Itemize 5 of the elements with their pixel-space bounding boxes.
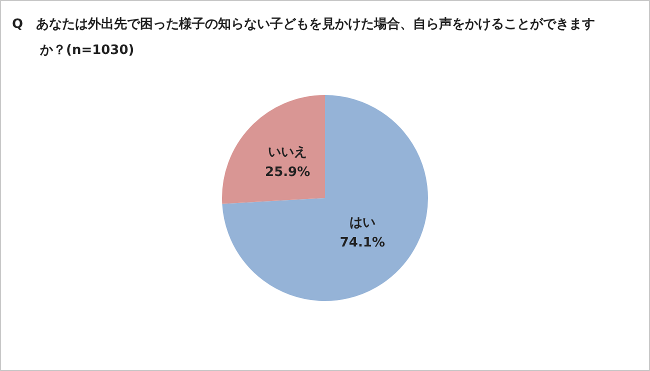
chart-title: Q あなたは外出先で困った様子の知らない子どもを見かけた場合、自ら声をかけることができますか？(n=1030) [12,16,596,60]
data-label: 25.9% [265,165,310,180]
slice-label: はい [349,216,376,231]
slice-label: いいえ [268,145,308,160]
data-label: 74.1% [340,236,385,251]
